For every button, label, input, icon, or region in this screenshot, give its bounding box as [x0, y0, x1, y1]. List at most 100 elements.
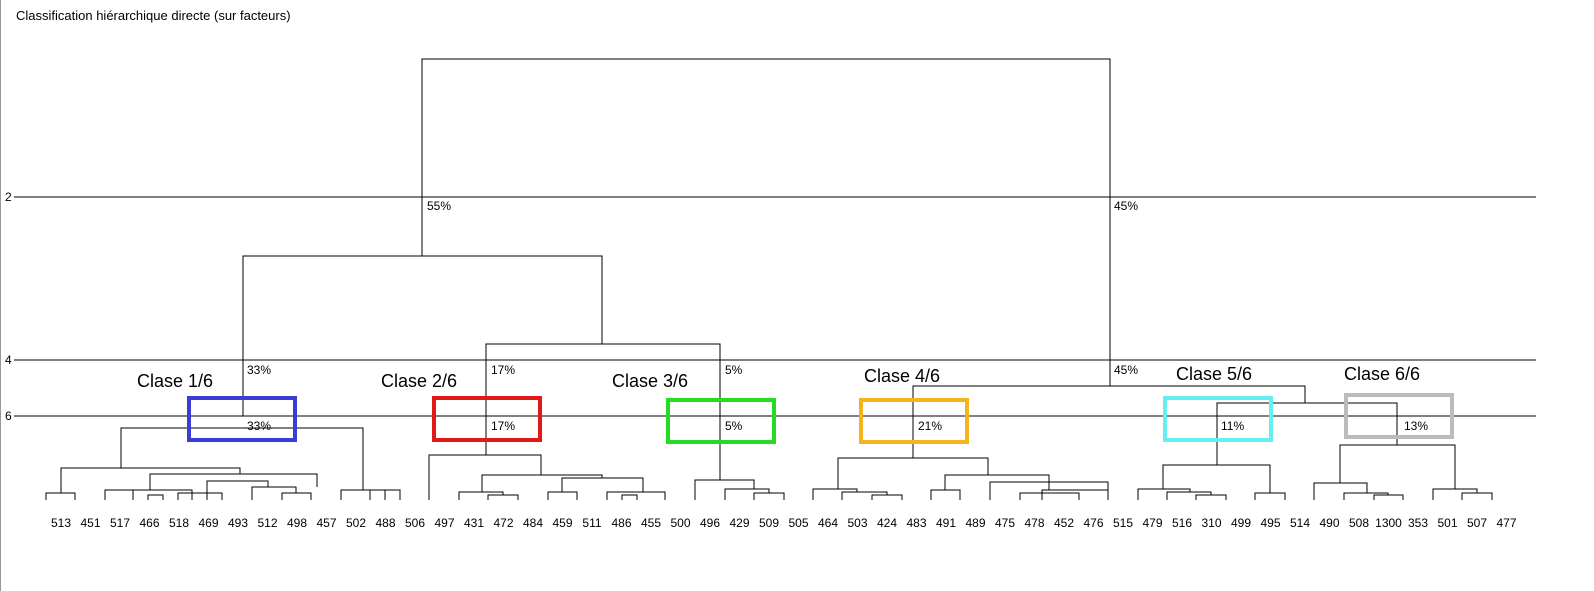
leaf-label: 479	[1142, 516, 1162, 530]
pct-level4-left: 33%	[247, 363, 271, 377]
c4-sub1	[812, 488, 858, 500]
class-box-2	[432, 396, 542, 442]
leaf-label: 498	[287, 516, 307, 530]
class-pct-3: 5%	[725, 419, 743, 433]
root-link	[421, 58, 1111, 360]
leaf-label: 495	[1260, 516, 1280, 530]
leaf-label: 455	[641, 516, 661, 530]
c1-link	[120, 427, 364, 490]
class-label-3: Clase 3/6	[612, 371, 688, 391]
leaf-label: 488	[375, 516, 395, 530]
leaf-label: 517	[110, 516, 130, 530]
frame-border	[0, 0, 1, 591]
c1-sub7	[206, 480, 269, 493]
c2-sub7	[621, 494, 638, 500]
c1-sub10	[281, 492, 312, 500]
leaf-label: 493	[228, 516, 248, 530]
leaf-label: 484	[523, 516, 543, 530]
c3-sub1	[724, 488, 770, 500]
leaf-label: 499	[1231, 516, 1251, 530]
c5-sub1	[1137, 488, 1191, 500]
leaf-label: 496	[700, 516, 720, 530]
c4-link	[837, 457, 989, 489]
c4-sub3	[871, 494, 903, 500]
c6-sub3	[1373, 494, 1404, 500]
c6-sub2	[1343, 492, 1389, 500]
c2-sub1	[481, 474, 603, 492]
leaf-label: 475	[995, 516, 1015, 530]
c6-sub4	[1432, 488, 1478, 500]
c1-sub5	[147, 494, 164, 500]
leaf-label: 507	[1467, 516, 1487, 530]
c3-link	[694, 479, 755, 500]
leaf-label: 506	[405, 516, 425, 530]
leaf-label: 516	[1172, 516, 1192, 530]
leaf-label: 512	[257, 516, 277, 530]
class-pct-1: 33%	[247, 419, 271, 433]
leaf-label: 497	[434, 516, 454, 530]
class-label-4: Clase 4/6	[864, 366, 940, 386]
leaf-label: 503	[847, 516, 867, 530]
c2-sub4	[561, 477, 644, 492]
branch-left-link	[242, 255, 603, 416]
c4-sub2	[841, 491, 888, 500]
leaf-label: 353	[1408, 516, 1428, 530]
c5-sub3	[1195, 494, 1227, 500]
c6-sub1	[1313, 482, 1368, 500]
pct-level4-center: 17%	[491, 363, 515, 377]
c1-sub11	[340, 489, 386, 500]
leaf-label: 431	[464, 516, 484, 530]
level-tick-2: 2	[5, 190, 12, 204]
leaf-label: 478	[1024, 516, 1044, 530]
leaf-label: 501	[1437, 516, 1457, 530]
leaf-label: 518	[169, 516, 189, 530]
level-tick-6: 6	[5, 409, 12, 423]
class-box-6	[1344, 393, 1454, 439]
c5-sub4	[1254, 492, 1286, 500]
leaf-label: 459	[552, 516, 572, 530]
chart-title: Classification hiérarchique directe (sur…	[16, 8, 291, 23]
branch-56-link	[1216, 402, 1398, 465]
leaf-label: 424	[877, 516, 897, 530]
class-label-1: Clase 1/6	[137, 371, 213, 391]
c5-sub2	[1166, 491, 1212, 500]
leaf-label: 483	[906, 516, 926, 530]
leaf-label: 451	[80, 516, 100, 530]
leaf-label: 1300	[1375, 516, 1402, 530]
c4-sub7	[1019, 492, 1080, 500]
class-pct-2: 17%	[491, 419, 515, 433]
c2-sub6	[606, 491, 666, 500]
leaf-label: 509	[759, 516, 779, 530]
leaf-label: 489	[965, 516, 985, 530]
class-box-3	[666, 398, 776, 444]
leaf-label: 472	[493, 516, 513, 530]
leaf-label: 490	[1319, 516, 1339, 530]
c6-link	[1339, 444, 1456, 489]
level-tick-4: 4	[5, 353, 12, 367]
c2-link	[428, 454, 542, 500]
c2-sub5	[547, 491, 578, 500]
leaf-label: 464	[818, 516, 838, 530]
leaf-label: 514	[1290, 516, 1310, 530]
leaf-label: 500	[670, 516, 690, 530]
c1-sub12	[369, 489, 401, 500]
branch-center-link	[485, 343, 721, 480]
leaf-label: 476	[1083, 516, 1103, 530]
leaf-label: 452	[1054, 516, 1074, 530]
pct-right-top: 45%	[1114, 199, 1138, 213]
c1-sub9	[251, 486, 297, 500]
pct-level4-right: 45%	[1114, 363, 1138, 377]
c2-sub3	[487, 494, 519, 500]
class-label-5: Clase 5/6	[1176, 364, 1252, 384]
leaf-label: 466	[139, 516, 159, 530]
c4-sub6	[989, 481, 1109, 500]
c1-sub8	[191, 492, 223, 500]
leaf-label: 502	[346, 516, 366, 530]
c2-sub2	[458, 491, 504, 500]
leaf-label: 505	[788, 516, 808, 530]
c1-sub1	[60, 467, 241, 493]
pct-level4-center-right: 5%	[725, 363, 743, 377]
c3-sub2	[753, 492, 785, 500]
leaf-label: 457	[316, 516, 336, 530]
